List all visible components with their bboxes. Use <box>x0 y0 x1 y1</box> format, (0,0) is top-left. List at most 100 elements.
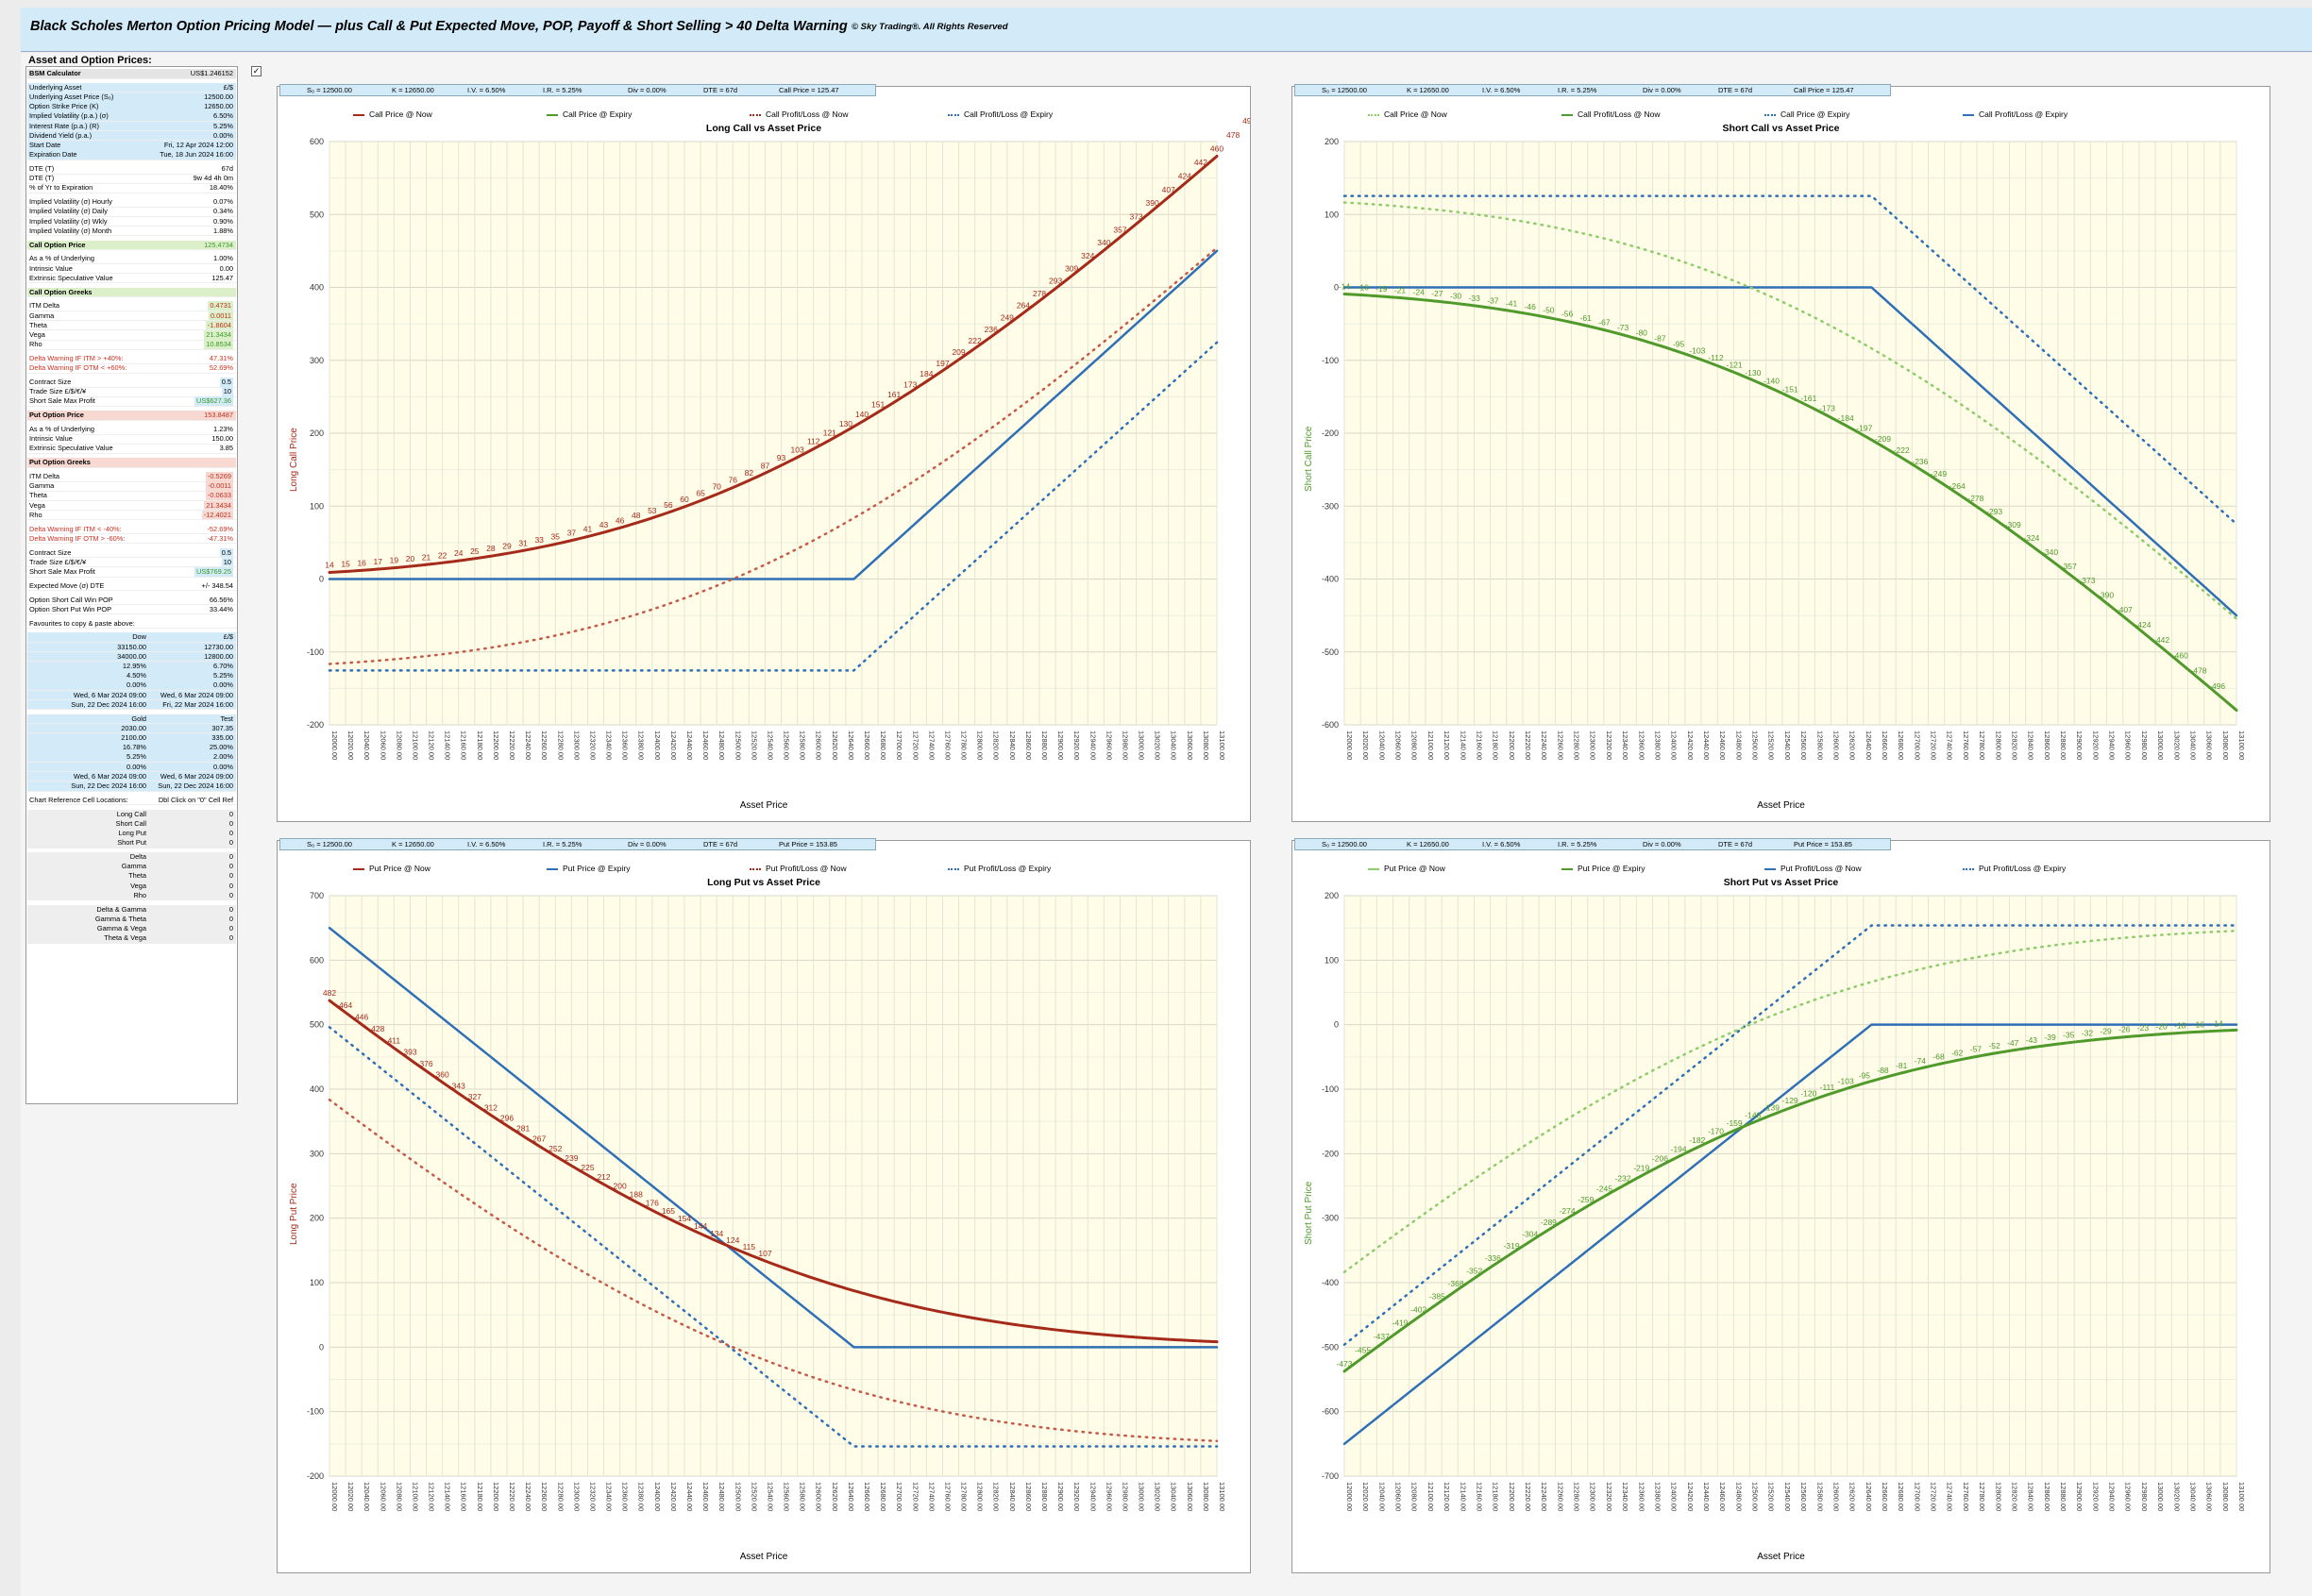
sheet-row[interactable]: Vega 21.3434 <box>27 330 236 341</box>
sheet-value[interactable]: 47.31% <box>209 354 233 362</box>
sheet-row[interactable]: 12.95% 6.70% <box>27 662 236 672</box>
sheet-row[interactable]: Long Call 0 <box>27 809 236 820</box>
sheet-value[interactable]: 335.00 <box>211 733 233 742</box>
sheet-value[interactable]: 0 <box>228 890 233 899</box>
sheet-row[interactable]: Interest Rate (p.a.) (R) 5.25% <box>27 121 236 132</box>
sheet-value[interactable]: -47.31% <box>207 533 233 543</box>
sheet-value[interactable]: 153.8487 <box>204 411 233 420</box>
sheet-value[interactable]: 12500.00 <box>204 92 233 101</box>
legend-item[interactable]: Put Profit/Loss @ Expiry <box>948 864 1051 873</box>
sheet-value[interactable]: 307.35 <box>211 723 233 732</box>
sheet-row[interactable]: Option Strike Price (K) 12650.00 <box>27 102 236 112</box>
sheet-row[interactable]: 2100.00 335.00 <box>27 733 236 744</box>
sheet-row[interactable]: Short Sale Max Profit US$769.25 <box>27 567 236 578</box>
sheet-row[interactable]: 0.00% 0.00% <box>27 680 236 691</box>
sheet-row[interactable]: 2030.00 307.35 <box>27 723 236 734</box>
sheet-row[interactable]: Implied Volatility (p.a.) (σ) 6.50% <box>27 111 236 122</box>
sheet-value[interactable]: -1.8604 <box>205 320 233 330</box>
sheet-row[interactable]: Rho 0 <box>27 890 236 901</box>
sheet-value[interactable]: Sun, 22 Dec 2024 16:00 <box>158 781 233 790</box>
sheet-row[interactable]: 4.50% 5.25% <box>27 671 236 681</box>
sheet-value[interactable]: 33.44% <box>209 604 233 613</box>
sheet-row[interactable]: Delta & Gamma 0 <box>27 904 236 916</box>
sheet-row[interactable]: Intrinsic Value 0.00 <box>27 264 236 275</box>
sheet-row[interactable]: Vega 21.3434 <box>27 500 236 512</box>
sheet-value[interactable]: 0.4731 <box>208 301 233 311</box>
sheet-row[interactable]: Implied Volatility (σ) Month 1.88% <box>27 227 236 237</box>
sheet-value[interactable]: Test <box>220 714 233 723</box>
sheet-row[interactable]: Option Short Put Win POP 33.44% <box>27 605 236 615</box>
sheet-value[interactable]: Fri, 22 Mar 2024 16:00 <box>162 699 233 709</box>
sheet-row[interactable]: Contract Size 0.5 <box>27 378 236 388</box>
sheet-value[interactable]: US$627.36 <box>194 396 233 406</box>
legend-item[interactable]: Put Profit/Loss @ Expiry <box>1963 864 2066 873</box>
legend-item[interactable]: Call Price @ Now <box>1368 109 1447 119</box>
sheet-row[interactable]: Long Put 0 <box>27 829 236 839</box>
sheet-row[interactable]: Rho -12.4021 <box>27 510 236 521</box>
chart-panel-long-put[interactable]: -200 -100 0 100 200 300 400 500 600 700 12000.00 12… <box>277 838 1251 1573</box>
legend-item[interactable]: Put Price @ Expiry <box>1561 864 1645 873</box>
sheet-value[interactable]: 12650.00 <box>204 102 233 111</box>
sheet-row[interactable]: 5.25% 2.00% <box>27 752 236 763</box>
sheet-row[interactable]: Gamma & Vega 0 <box>27 924 236 934</box>
sheet-row[interactable]: BSM Calculator US$1.246152 <box>27 69 236 79</box>
sheet-row[interactable]: Short Sale Max Profit US$627.36 <box>27 396 236 407</box>
sheet-value[interactable]: Tue, 18 Jun 2024 16:00 <box>160 150 233 160</box>
sheet-row[interactable]: Wed, 6 Mar 2024 09:00 Wed, 6 Mar 2024 09:… <box>27 690 236 701</box>
sheet-value[interactable]: 9w 4d 4h 0m <box>193 174 233 183</box>
sheet-row[interactable]: Delta Warning IF OTM < +60%: 52.69% <box>27 363 236 374</box>
legend-item[interactable]: Put Price @ Expiry <box>547 864 630 873</box>
sheet-row[interactable]: 34000.00 12800.00 <box>27 651 236 663</box>
legend-item[interactable]: Call Profit/Loss @ Expiry <box>948 109 1053 119</box>
sheet-value[interactable]: +/- 348.54 <box>201 580 234 590</box>
legend-item[interactable]: Put Profit/Loss @ Now <box>750 864 847 873</box>
sheet-row[interactable]: Intrinsic Value 150.00 <box>27 434 236 445</box>
sheet-row[interactable]: Rho 10.8534 <box>27 340 236 350</box>
legend-item[interactable]: Call Price @ Expiry <box>547 109 632 119</box>
sheet-row[interactable]: 16.78% 25.00% <box>27 743 236 753</box>
sheet-value[interactable]: 0.34% <box>213 207 233 216</box>
sheet-value[interactable]: 21.3434 <box>204 330 233 340</box>
sheet-value[interactable]: Dbl Click on "0" Cell Ref <box>158 795 233 804</box>
sheet-value[interactable]: 0 <box>228 829 233 837</box>
sheet-value[interactable]: 150.00 <box>211 434 233 444</box>
sheet-value[interactable]: 0.00% <box>213 762 233 771</box>
sheet-value[interactable]: 0.07% <box>213 197 233 207</box>
sheet-value[interactable]: 12730.00 <box>204 642 233 651</box>
sheet-row[interactable]: 0.00% 0.00% <box>27 762 236 773</box>
bsm-calculator-sheet[interactable]: BSM Calculator US$1.246152 Underlying Asse… <box>25 66 238 1104</box>
sheet-value[interactable]: 5.25% <box>213 671 233 680</box>
sheet-value[interactable]: 12800.00 <box>204 651 233 661</box>
show-charts-checkbox[interactable]: ✓ <box>251 66 262 76</box>
sheet-value[interactable]: 125.4734 <box>204 240 233 249</box>
sheet-row[interactable]: Gamma -0.0011 <box>27 481 236 492</box>
sheet-row[interactable]: As a % of Underlying 1.23% <box>27 425 236 435</box>
sheet-row[interactable]: Favourites to copy & paste above: <box>27 619 236 630</box>
sheet-row[interactable]: Trade Size £/$/€/¥ 10 <box>27 557 236 568</box>
sheet-row[interactable]: Theta -1.8604 <box>27 320 236 331</box>
sheet-row[interactable]: Gamma 0.0011 <box>27 311 236 322</box>
sheet-value[interactable]: 10.8534 <box>204 340 233 349</box>
sheet-row[interactable]: Implied Volatility (σ) Daily 0.34% <box>27 207 236 217</box>
sheet-value[interactable]: -0.0633 <box>205 491 233 500</box>
sheet-value[interactable]: -0.0011 <box>206 481 233 491</box>
sheet-row[interactable]: Short Put 0 <box>27 838 236 848</box>
legend-item[interactable]: Call Profit/Loss @ Expiry <box>1963 109 2067 119</box>
sheet-row[interactable]: Theta -0.0633 <box>27 491 236 501</box>
sheet-row[interactable]: Start Date Fri, 12 Apr 2024 12:00 <box>27 141 236 151</box>
sheet-value[interactable]: 25.00% <box>209 743 233 752</box>
sheet-value[interactable]: 5.25% <box>213 121 233 130</box>
sheet-value[interactable]: 0.5 <box>219 547 233 558</box>
sheet-value[interactable]: 1.00% <box>213 254 233 263</box>
sheet-value[interactable]: 0 <box>228 862 233 871</box>
sheet-value[interactable]: Wed, 6 Mar 2024 09:00 <box>160 771 233 781</box>
sheet-row[interactable]: Chart Reference Cell Locations: Dbl Click… <box>27 796 236 806</box>
sheet-value[interactable]: £/$ <box>223 82 233 92</box>
sheet-value[interactable]: 0 <box>228 933 233 943</box>
legend-item[interactable]: Call Price @ Now <box>353 109 432 119</box>
sheet-value[interactable]: Wed, 6 Mar 2024 09:00 <box>160 690 233 699</box>
sheet-value[interactable]: 1.88% <box>213 226 233 235</box>
sheet-row[interactable]: Implied Volatility (σ) Hourly 0.07% <box>27 197 236 208</box>
sheet-row[interactable]: Put Option Greeks <box>27 458 236 468</box>
sheet-row[interactable]: Short Call 0 <box>27 818 236 830</box>
